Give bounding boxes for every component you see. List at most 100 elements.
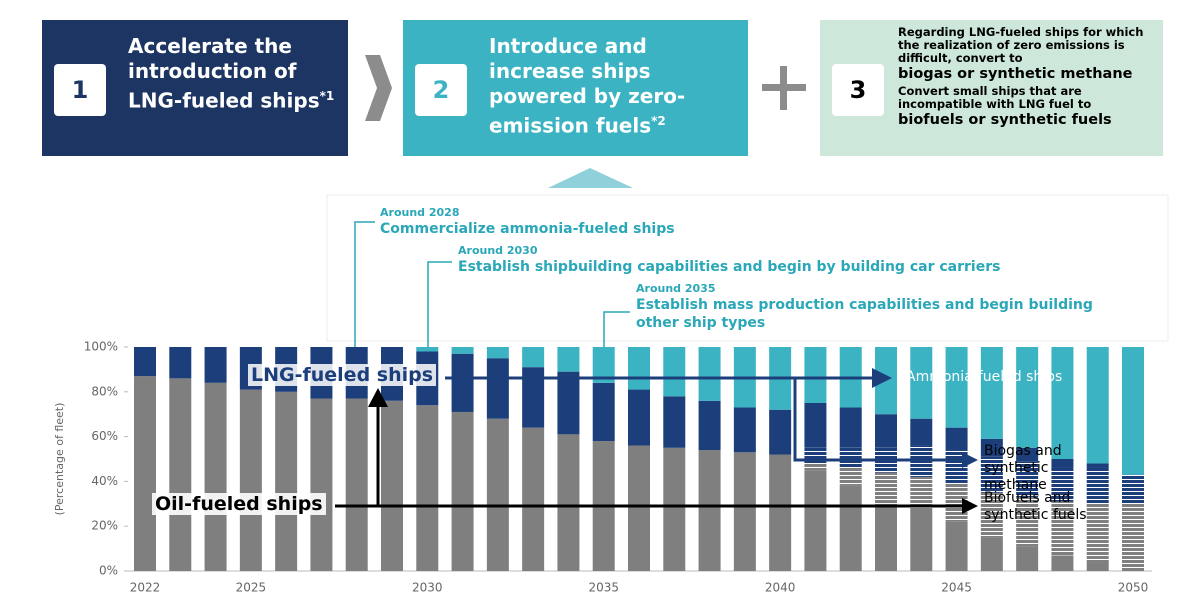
bar-segment [204, 347, 227, 383]
x-tick-label: 2035 [588, 581, 619, 595]
series-label: Biofuels and synthetic fuels [984, 490, 1087, 523]
y-tick-label: 80% [91, 384, 118, 398]
bar-segment [1051, 459, 1074, 468]
bar-segment [1016, 546, 1039, 571]
bar-segment [134, 376, 156, 571]
bar-segment [592, 382, 615, 442]
bar-segment [169, 378, 192, 571]
bar-segment [239, 389, 262, 571]
bar-segment [804, 403, 827, 448]
bar-segment [1086, 503, 1109, 563]
bar-segment [204, 382, 227, 571]
x-tick-label: 2022 [130, 581, 161, 595]
bar-segment [769, 454, 792, 571]
bar-segment [980, 492, 1003, 538]
connector [427, 261, 452, 347]
bar-segment [875, 503, 897, 571]
y-tick-label: 100% [84, 340, 118, 354]
step-box: 3 Regarding LNG-fueled ships for which t… [820, 20, 1163, 156]
note: *1 [319, 89, 335, 103]
bar-segment [733, 407, 756, 453]
arrow [793, 378, 965, 462]
bar-segment [804, 463, 827, 471]
y-tick-label: 40% [91, 474, 118, 488]
y-tick-label: 60% [91, 429, 118, 443]
bar-segment [910, 347, 933, 419]
step-number: 1 [54, 64, 106, 116]
y-tick-label: 20% [91, 519, 118, 533]
milestone-when: Around 2035 [636, 282, 716, 295]
bar-segment [1051, 347, 1074, 459]
bar-segment [1122, 347, 1144, 475]
bar-segment [486, 347, 509, 359]
bar-segment [663, 396, 686, 448]
arrow-head [872, 368, 892, 388]
bar-segment [980, 347, 1003, 439]
bar-segment [1051, 501, 1074, 556]
bar-segment [910, 510, 933, 571]
bar-segment [875, 414, 897, 448]
series-label: Oil-fueled ships [152, 493, 326, 515]
arrow-head [962, 452, 978, 468]
bar-segment [451, 347, 474, 354]
bar-segment [804, 470, 827, 571]
bar-segment [381, 400, 403, 571]
step-text: Accelerate the introduction of LNG-fuele… [128, 34, 338, 114]
bar-segment [910, 476, 933, 511]
bar-segment [1122, 503, 1144, 571]
bar-segment [1016, 497, 1039, 547]
bar-segment [980, 537, 1003, 571]
chevron [365, 55, 392, 121]
triangle [548, 168, 633, 188]
x-tick-label: 2045 [941, 581, 972, 595]
milestone-text: Establish shipbuilding capabilities and … [458, 259, 1001, 275]
series-label: Biogas and synthetic methane [984, 443, 1062, 493]
step-label: Introduce and increase ships powered by … [489, 34, 686, 138]
milestone-text: Establish mass production capabilities a… [636, 297, 1093, 331]
series-label: LNG-fueled ships [248, 364, 437, 386]
arrow-head [962, 498, 978, 514]
bar-segment [134, 347, 156, 377]
bar-segment [663, 347, 686, 397]
bar-segment [1016, 447, 1039, 462]
x-tick-label: 2030 [412, 581, 443, 595]
bar-segment [169, 347, 192, 379]
bar-segment [698, 347, 721, 401]
y-axis-label: (Percentage of fleet) [53, 403, 66, 516]
bar-segment [769, 409, 792, 455]
milestone-panel [326, 194, 1169, 342]
bar-segment [839, 447, 862, 468]
step-label: Accelerate the introduction of LNG-fuele… [128, 34, 320, 113]
bar-segment [1016, 347, 1039, 448]
bar-segment [1086, 463, 1109, 468]
connector [603, 311, 630, 347]
bar-segment [945, 521, 968, 571]
bar-segment [275, 391, 298, 571]
bar-segment [628, 445, 650, 571]
step-text: Convert small ships that are incompatibl… [898, 84, 1092, 111]
bar-segment [698, 450, 721, 571]
bar-segment [557, 434, 580, 571]
bar-segment [945, 347, 968, 428]
bar-segment [451, 353, 474, 412]
arrow-head [368, 388, 388, 407]
step-text: Regarding LNG-fueled ships for which the… [898, 25, 1144, 65]
note: *2 [651, 114, 666, 128]
bar-segment [557, 371, 580, 435]
series-label: Ammonia-fueled ships [906, 369, 1063, 385]
bar-segment [839, 407, 862, 448]
plus [780, 66, 787, 110]
bar-segment [839, 485, 862, 571]
bar-segment [310, 398, 333, 571]
bar-segment [592, 347, 615, 383]
x-tick-label: 2050 [1118, 581, 1149, 595]
bar-segment [1122, 474, 1144, 504]
bar-segment [416, 347, 439, 352]
step-box: 2 Introduce and increase ships powered b… [403, 20, 748, 156]
bar-segment [486, 418, 509, 571]
step-text: biofuels or synthetic fuels [898, 112, 1112, 128]
bar-segment [733, 452, 756, 571]
milestone: Around 2035 Establish mass production cap… [636, 282, 1106, 332]
milestone-when: Around 2030 [458, 244, 538, 257]
